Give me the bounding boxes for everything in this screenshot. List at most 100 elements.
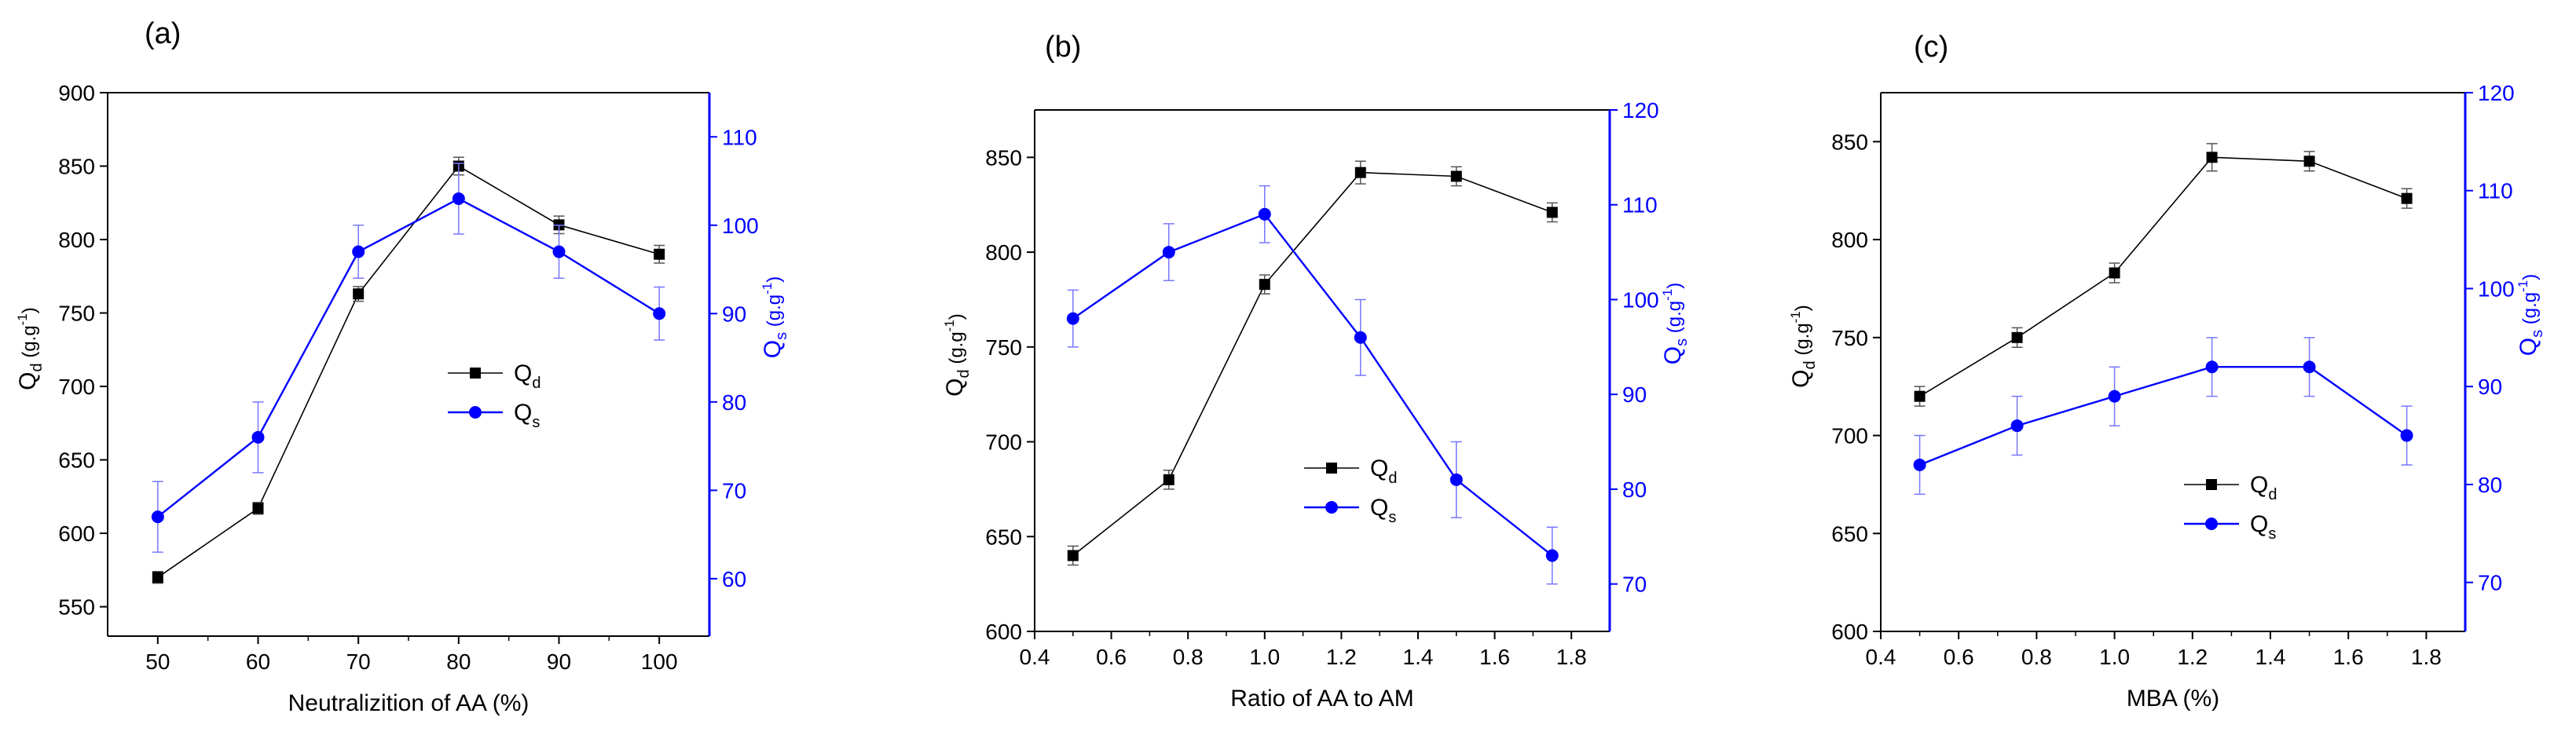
y-right-tick-label: 70 [722,478,746,503]
x-tick-label: 100 [641,649,678,674]
data-point-qs [352,245,365,258]
legend-marker [470,368,481,379]
data-point-qs [1066,312,1079,325]
series-line-qs [157,197,660,518]
y-left-tick-label: 750 [58,302,95,326]
x-tick-label: 0.8 [1173,645,1204,669]
chart-panel-2: 0.4 0.6 0.8 1.0 1.2 1.4 1.6 1.8 600 650 700 750 800 8… [942,31,1691,712]
y-left-tick-label: 800 [985,240,1022,265]
y-right-tick-label: 100 [722,214,759,238]
data-point-qd [2109,267,2120,279]
y-left-tick-label: 750 [985,335,1022,360]
y-left-tick-label: 750 [1831,326,1868,350]
y-left-tick-label: 800 [1831,228,1868,252]
x-tick-label: 1.0 [1249,645,1280,669]
x-tick-label: 1.6 [1479,645,1510,669]
y-right-tick-label: 80 [722,390,746,415]
y-right-tick-label: 90 [722,302,746,326]
data-point-qd [654,248,665,260]
series-line-qd [157,165,660,578]
x-tick-label: 80 [446,649,471,674]
data-point-qd [1163,474,1174,485]
y-left-tick-label: 550 [58,595,95,620]
data-point-qd [1450,170,1462,182]
panel-label: (a) [145,17,181,50]
y-left-tick-label: 600 [985,620,1022,644]
y-right-tick-label: 60 [722,567,746,591]
data-point-qd [2206,152,2218,163]
chart-panel-1: 50 60 70 80 90 100 550 600 650 700 750 800 850 900 60 7… [15,17,790,716]
legend-label: Qs [514,400,540,431]
y-right-tick-label: 110 [2478,179,2513,203]
legend-marker [2206,479,2217,490]
legend: Qd Qs [448,360,540,431]
y-axis-left-label: Qd (g.g-1) [1788,305,1819,388]
x-tick-label: 0.6 [1944,645,1974,669]
x-tick-label: 1.2 [1326,645,1357,669]
y-right-tick-label: 90 [2478,375,2502,399]
x-tick-label: 1.4 [1403,645,1434,669]
y-axis-left-label: Qd (g.g-1) [15,307,46,390]
y-axis-right-label: Qs (g.g-1) [1660,283,1691,365]
panel-label: (c) [1914,31,1948,64]
legend-label: Qs [2250,511,2276,543]
y-left-tick-label: 800 [58,228,95,252]
y-axis-right-label: Qs (g.g-1) [2516,274,2546,357]
series-line-qs [1919,366,2408,466]
y-left-tick-label: 700 [1831,424,1868,448]
x-tick-label: 60 [246,649,270,674]
y-axis-left-label: Qd (g.g-1) [942,313,973,397]
data-point-qd [1546,207,1558,218]
y-left-tick-label: 700 [985,430,1022,455]
y-right-tick-label: 80 [1622,477,1647,502]
x-tick-label: 0.4 [1866,645,1896,669]
data-point-qs [251,430,265,444]
data-point-qd [252,503,264,514]
y-left-tick-label: 900 [58,81,95,105]
data-point-qs [2010,419,2024,433]
y-right-tick-label: 70 [2478,571,2502,595]
legend: Qd Qs [1304,455,1397,526]
x-tick-label: 1.8 [2411,645,2442,669]
data-point-qs [1162,246,1175,259]
panel-label: (b) [1045,31,1081,64]
y-right-tick-label: 110 [1622,193,1658,218]
data-point-qs [1258,207,1271,221]
data-point-qd [353,288,365,300]
y-right-tick-label: 110 [722,125,757,149]
legend-marker [1326,463,1337,474]
y-right-tick-label: 70 [1622,573,1647,597]
data-point-qs [1354,331,1367,344]
x-tick-label: 1.2 [2177,645,2208,669]
data-point-qd [152,572,163,584]
data-point-qs [2205,360,2219,374]
data-point-qs [1913,458,1926,471]
x-tick-label: 50 [145,649,170,674]
y-left-tick-label: 650 [1831,521,1868,546]
x-tick-label: 1.6 [2333,645,2364,669]
legend-marker [2205,518,2218,530]
data-point-qd [2303,155,2315,167]
data-point-qs [1449,473,1463,486]
y-right-tick-label: 90 [1622,382,1647,407]
legend-marker [1325,501,1338,514]
x-tick-label: 90 [547,649,571,674]
legend-marker [469,406,482,419]
y-left-tick-label: 850 [1831,130,1868,154]
data-point-qd [1914,390,1926,402]
data-point-qd [2011,331,2023,343]
data-point-qs [2108,390,2121,403]
y-left-tick-label: 650 [58,448,95,473]
y-right-tick-label: 120 [1622,98,1659,123]
y-right-tick-label: 100 [2478,276,2515,301]
legend-label: Qs [1370,495,1396,526]
y-left-tick-label: 850 [58,155,95,179]
x-axis-label: MBA (%) [2127,686,2219,712]
x-tick-label: 1.0 [2099,645,2130,669]
data-point-qs [151,510,164,524]
x-tick-label: 1.4 [2255,645,2286,669]
x-tick-label: 70 [346,649,371,674]
y-left-tick-label: 850 [985,145,1022,170]
y-right-tick-label: 80 [2478,473,2502,497]
